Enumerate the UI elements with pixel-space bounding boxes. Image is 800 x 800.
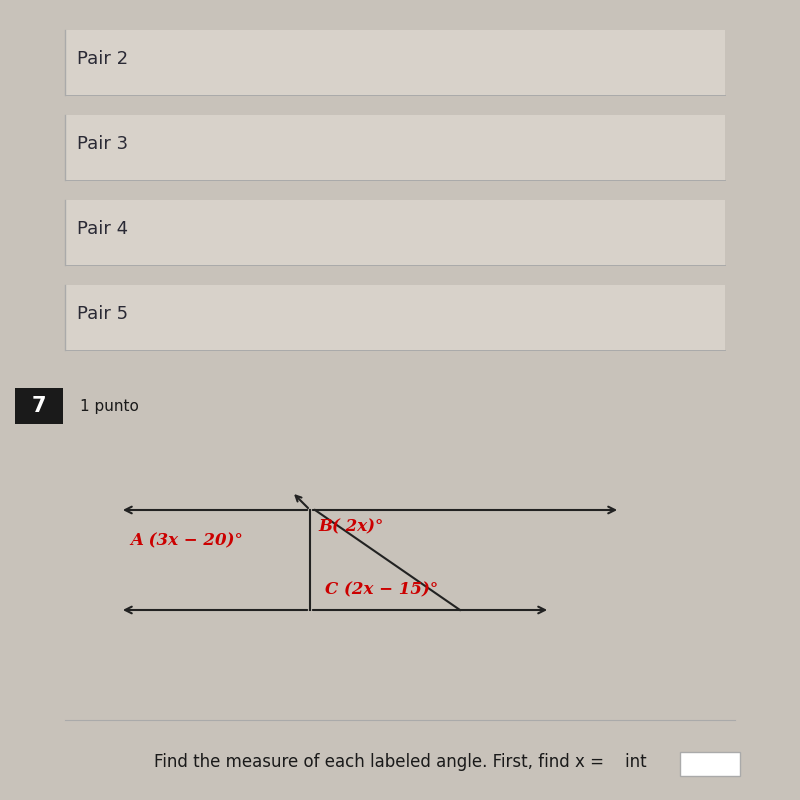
Bar (65, 200, 725, 265)
Text: Pair 2: Pair 2 (77, 50, 128, 68)
Bar (680, 752, 740, 776)
Text: 1 punto: 1 punto (80, 398, 139, 414)
Text: 7: 7 (32, 396, 46, 416)
Bar (65, 285, 725, 350)
Text: Find the measure of each labeled angle. First, find x =    int: Find the measure of each labeled angle. … (154, 753, 646, 771)
Text: C (2x − 15)°: C (2x − 15)° (325, 581, 438, 598)
Text: Pair 5: Pair 5 (77, 306, 128, 323)
Text: Pair 4: Pair 4 (77, 220, 128, 238)
Bar (65, 30, 725, 95)
Text: B( 2x)°: B( 2x)° (318, 518, 383, 535)
Text: Pair 3: Pair 3 (77, 135, 128, 154)
Text: A (3x − 20)°: A (3x − 20)° (130, 532, 243, 549)
Bar (15, 388, 63, 424)
Bar (65, 115, 725, 180)
